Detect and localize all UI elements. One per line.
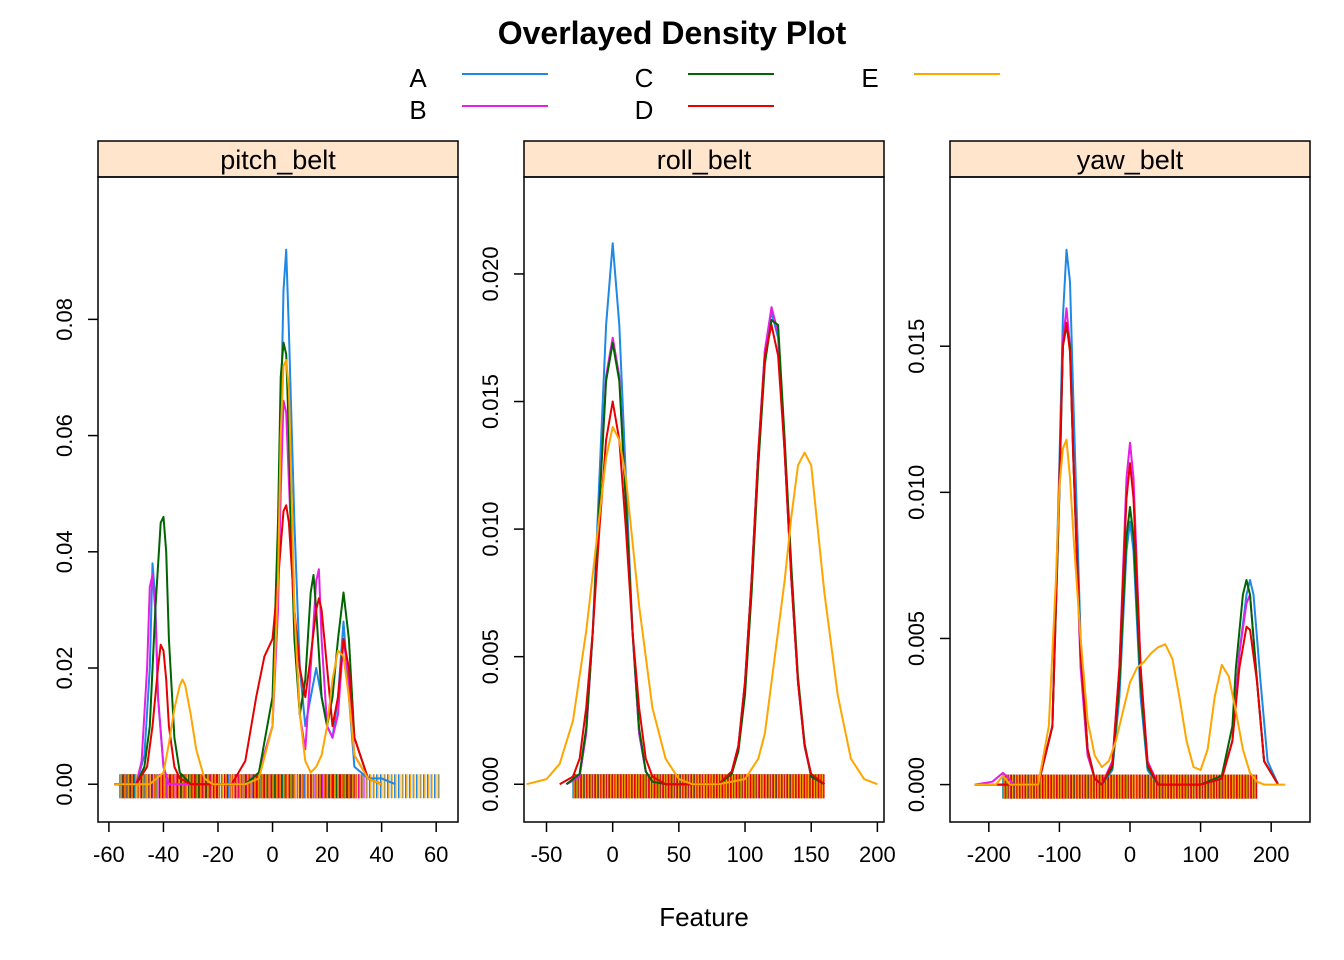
y-tick-label: 0.06: [52, 414, 77, 457]
x-tick-label: 20: [315, 842, 339, 867]
x-tick-label: 50: [667, 842, 691, 867]
legend-label: D: [635, 95, 654, 125]
y-tick-label: 0.010: [478, 502, 503, 557]
y-axis: 0.000 0.005 0.010 0.015 0.020: [478, 246, 524, 812]
legend-label: B: [409, 95, 426, 125]
y-tick-label: 0.00: [52, 763, 77, 806]
panel-roll-belt: roll_belt-50 0 50 100 150 2000.0000.0050.0100…: [478, 140, 896, 867]
y-tick-label: 0.04: [52, 530, 77, 573]
panel-frame: [523, 176, 885, 823]
density-line-e: [114, 359, 382, 786]
y-tick-label: 0.08: [52, 298, 77, 341]
panel-pitch-belt: pitch_belt-60 -40 -20 0 20 40 600.000.020.040.…: [52, 140, 459, 867]
panel-strip-label: pitch_belt: [220, 145, 336, 175]
legend-label: A: [409, 63, 427, 93]
legend-entry-e: E: [861, 63, 1000, 93]
x-axis: -60 -40 -20 0 20 40 60: [93, 822, 448, 867]
legend-entry-c: C: [635, 63, 774, 93]
x-tick-label: 100: [727, 842, 764, 867]
legend-entry-b: B: [409, 95, 548, 125]
x-tick-label: 40: [369, 842, 393, 867]
rug-d: [574, 774, 825, 799]
x-tick-label: 150: [793, 842, 830, 867]
chart-title: Overlayed Density Plot: [498, 15, 847, 51]
x-tick-label: -20: [202, 842, 234, 867]
density-line-d: [114, 504, 382, 786]
density-lines: [114, 248, 396, 786]
rug-e: [1003, 774, 1256, 799]
y-tick-label: 0.015: [904, 319, 929, 374]
y-axis: 0.00 0.02 0.04 0.06 0.08: [52, 298, 98, 806]
panel-strip: [97, 140, 459, 178]
x-tick-label: 100: [1182, 842, 1219, 867]
density-line-b: [114, 399, 382, 786]
legend-entry-d: D: [635, 95, 774, 125]
x-axis-label: Feature: [659, 902, 749, 932]
x-tick-label: 0: [1124, 842, 1136, 867]
x-tick-label: -40: [148, 842, 180, 867]
y-tick-label: 0.020: [478, 246, 503, 301]
panel-frame: [949, 176, 1311, 823]
y-tick-label: 0.010: [904, 465, 929, 520]
y-tick-label: 0.000: [904, 757, 929, 812]
y-tick-label: 0.015: [478, 374, 503, 429]
y-tick-label: 0.000: [478, 757, 503, 812]
x-tick-label: 60: [424, 842, 448, 867]
panel-strip-label: roll_belt: [657, 145, 752, 175]
density-line-c: [565, 318, 825, 786]
rug-group: [572, 774, 825, 799]
density-lines: [526, 242, 878, 786]
legend-label: C: [635, 63, 654, 93]
y-axis: 0.000 0.005 0.010 0.015: [904, 319, 950, 812]
x-tick-label: 0: [607, 842, 619, 867]
density-line-e: [974, 438, 1286, 786]
panel-frame: [97, 176, 459, 823]
rug-d: [1004, 774, 1258, 799]
density-line-d: [559, 324, 826, 786]
x-tick-label: -50: [531, 842, 563, 867]
density-lines: [974, 248, 1286, 786]
rug-group: [1002, 774, 1258, 799]
y-tick-label: 0.005: [904, 611, 929, 666]
panels: pitch_belt-60 -40 -20 0 20 40 600.000.020.040.…: [52, 140, 1311, 867]
x-tick-label: 200: [859, 842, 896, 867]
rug-e: [573, 774, 824, 799]
density-line-c: [974, 324, 1280, 786]
density-line-c: [114, 341, 382, 786]
x-tick-label: -200: [967, 842, 1011, 867]
x-tick-label: -60: [93, 842, 125, 867]
density-line-e: [526, 426, 878, 786]
x-tick-label: -100: [1037, 842, 1081, 867]
x-tick-label: 200: [1253, 842, 1290, 867]
panel-yaw-belt: yaw_belt-200 -100 0 100 2000.0000.0050.0100.…: [904, 140, 1311, 867]
x-axis: -200 -100 0 100 200: [967, 822, 1290, 867]
x-axis: -50 0 50 100 150 200: [531, 822, 896, 867]
legend: AB CD E: [409, 63, 1000, 125]
legend-label: E: [861, 63, 878, 93]
rug-group: [119, 774, 440, 799]
density-line-a: [565, 242, 825, 786]
panel-strip-label: yaw_belt: [1077, 145, 1184, 175]
rug-e: [120, 774, 440, 799]
x-tick-label: 0: [266, 842, 278, 867]
y-tick-label: 0.02: [52, 647, 77, 690]
y-tick-label: 0.005: [478, 629, 503, 684]
density-line-b: [565, 306, 825, 786]
panel-strip: [523, 140, 885, 178]
legend-entry-a: A: [409, 63, 548, 93]
